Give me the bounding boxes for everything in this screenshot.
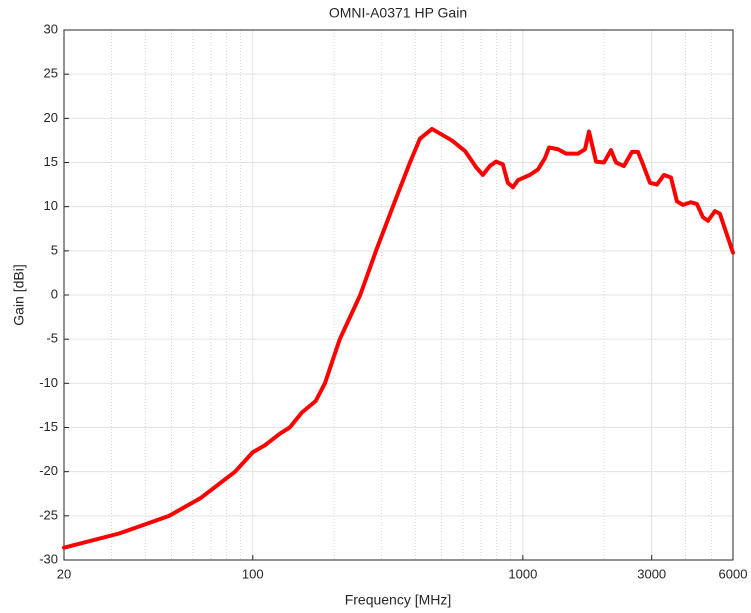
y-tick-label: -10 [39,375,58,390]
gain-line [62,126,735,550]
x-axis-label: Frequency [MHz] [345,592,452,608]
y-tick-label: 0 [51,286,58,301]
y-tick-label: 20 [44,110,58,125]
x-tick-label: 20 [57,566,71,581]
y-tick-label: 30 [44,21,58,36]
y-tick-label: -30 [39,551,58,566]
y-tick-label: 25 [44,66,58,81]
y-tick-label: 15 [44,154,58,169]
x-tick-label: 6000 [719,566,748,581]
x-tick-label: 100 [242,566,264,581]
x-tick-label: 1000 [508,566,537,581]
chart-title: OMNI-A0371 HP Gain [329,5,467,21]
y-tick-label: -5 [46,331,58,346]
y-tick-label: -15 [39,419,58,434]
y-tick-label: 5 [51,242,58,257]
y-tick-label: 10 [44,198,58,213]
x-tick-label: 3000 [637,566,666,581]
y-tick-label: -25 [39,507,58,522]
y-tick-label: -20 [39,463,58,478]
y-axis-label: Gain [dBi] [11,264,27,325]
plot-frame [63,29,734,561]
